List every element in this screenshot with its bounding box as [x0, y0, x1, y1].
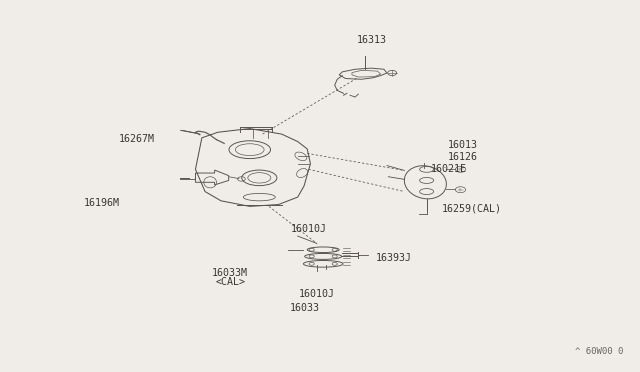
Text: 16267M: 16267M [119, 134, 155, 144]
Text: 16010J: 16010J [291, 224, 327, 234]
Text: ^ 60W00 0: ^ 60W00 0 [575, 347, 623, 356]
Text: 16259(CAL): 16259(CAL) [442, 203, 501, 213]
Text: 16126: 16126 [448, 152, 477, 162]
Text: 16313: 16313 [357, 35, 387, 45]
Text: 16021E: 16021E [431, 164, 467, 174]
Text: 16196M: 16196M [84, 198, 120, 208]
Text: 16010J: 16010J [299, 289, 335, 299]
Text: 16033M: 16033M [211, 268, 248, 278]
Text: <CAL>: <CAL> [216, 278, 246, 287]
Text: 16393J: 16393J [376, 253, 412, 263]
Text: 16013: 16013 [448, 140, 477, 150]
Text: 16033: 16033 [290, 302, 320, 312]
